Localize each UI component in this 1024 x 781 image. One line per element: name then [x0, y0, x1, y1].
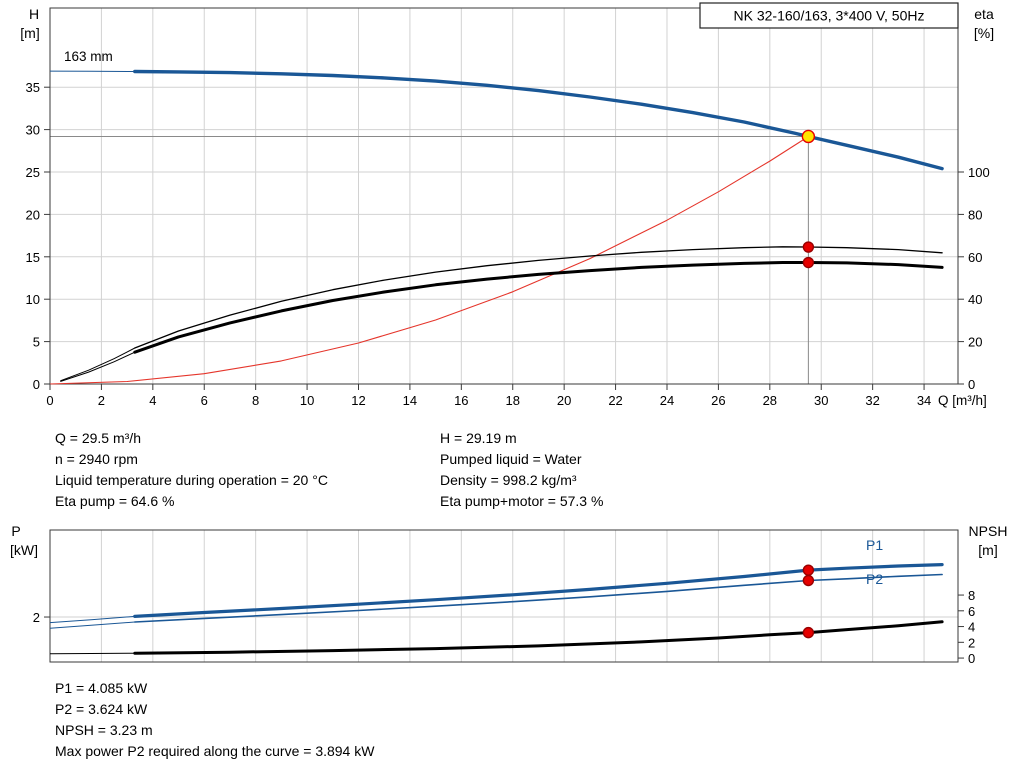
x-tick-label: 4 — [149, 393, 156, 408]
info-line-speed: n = 2940 rpm — [55, 451, 138, 467]
x-tick-label: 0 — [46, 393, 53, 408]
x-tick-label: 34 — [917, 393, 931, 408]
npsh-axis-label: NPSH — [969, 523, 1008, 539]
y-left-tick-label: 25 — [26, 165, 40, 180]
eta-axis-unit: [%] — [974, 25, 994, 41]
x-tick-label: 22 — [608, 393, 622, 408]
x-tick-label: 18 — [506, 393, 520, 408]
duty-point-npsh — [802, 626, 815, 639]
system-curve — [49, 135, 809, 385]
y-right-tick-label: 20 — [968, 335, 982, 350]
x-tick-label: 8 — [252, 393, 259, 408]
info-line-eta-pump-motor: Eta pump+motor = 57.3 % — [440, 493, 604, 509]
qh-efficiency-chart: 0 2 4 6 8 10 12 14 16 18 20 22 24 26 28 30 32 34051015202… — [20, 2, 994, 408]
eta-axis-label: eta — [974, 6, 994, 22]
y-left-tick-label: 35 — [26, 80, 40, 95]
y-right-tick-label: 6 — [968, 604, 975, 619]
npsh-curve-lead — [49, 652, 135, 655]
npsh-curve — [133, 620, 944, 655]
info-line-liquid-temperature: Liquid temperature during operation = 20… — [55, 472, 328, 488]
x-tick-label: 12 — [351, 393, 365, 408]
eta-pump-curve-lead — [60, 347, 136, 382]
x-tick-label: 26 — [711, 393, 725, 408]
info-line-head: H = 29.19 m — [440, 430, 517, 446]
x-tick-label: 30 — [814, 393, 828, 408]
y-left-tick-label: 15 — [26, 250, 40, 265]
info-line-pumped-liquid: Pumped liquid = Water — [440, 451, 582, 467]
pump-title-box — [699, 2, 959, 29]
pump-title: NK 32-160/163, 3*400 V, 50Hz — [734, 8, 925, 24]
x-tick-label: 24 — [660, 393, 674, 408]
x-tick-label: 32 — [865, 393, 879, 408]
q-axis-label: Q [m³/h] — [938, 393, 987, 408]
p-axis-label: P — [11, 523, 20, 539]
plot-border — [49, 7, 959, 385]
info-line-density: Density = 998.2 kg/m³ — [440, 472, 577, 488]
y-right-tick-label: 8 — [968, 588, 975, 603]
p1-curve-label: P1 — [866, 537, 883, 553]
info-line-eta-pump: Eta pump = 64.6 % — [55, 493, 175, 509]
x-tick-label: 2 — [98, 393, 105, 408]
x-tick-label: 14 — [403, 393, 417, 408]
info-line-flow: Q = 29.5 m³/h — [55, 430, 141, 446]
eta-pump-motor-curve — [133, 261, 944, 354]
y-right-tick-label: 80 — [968, 207, 982, 222]
y-left-tick-label: 20 — [26, 207, 40, 222]
y-right-tick-label: 40 — [968, 292, 982, 307]
h-axis-unit: [m] — [20, 25, 39, 41]
duty-point-p1 — [802, 564, 815, 576]
duty-point-p2 — [802, 574, 815, 587]
y-right-tick-label: 0 — [968, 377, 975, 392]
duty-point-eta-pump-motor — [802, 256, 815, 269]
h-axis-label: H — [29, 6, 39, 22]
p2-curve — [134, 573, 943, 623]
duty-point-qh — [801, 129, 816, 144]
info-line-max-power: Max power P2 required along the curve = … — [55, 743, 375, 759]
info-line-p1: P1 = 4.085 kW — [55, 680, 148, 696]
y-left-tick-label: 10 — [26, 292, 40, 307]
x-tick-label: 16 — [454, 393, 468, 408]
y-right-tick-label: 4 — [968, 620, 975, 635]
info-line-p2: P2 = 3.624 kW — [55, 701, 148, 717]
p2-curve-lead — [49, 621, 135, 629]
impeller-size-label: 163 mm — [64, 49, 113, 64]
y-left-tick-label: 30 — [26, 123, 40, 138]
npsh-axis-unit: [m] — [978, 542, 997, 558]
eta-pump-motor-curve-lead — [60, 351, 136, 382]
x-tick-label: 20 — [557, 393, 571, 408]
x-tick-label: 6 — [201, 393, 208, 408]
x-tick-label: 10 — [300, 393, 314, 408]
eta-pump-curve — [134, 246, 943, 349]
y-right-tick-label: 100 — [968, 165, 990, 180]
p1-curve — [133, 563, 944, 618]
y-left-tick-label: 0 — [33, 377, 40, 392]
p-axis-unit: [kW] — [10, 542, 38, 558]
power-data: P1 = 4.085 kW P2 = 3.624 kW NPSH = 3.23 … — [55, 678, 374, 762]
p2-curve-label: P2 — [866, 571, 883, 587]
p1-curve-lead — [49, 615, 135, 624]
plot-border — [49, 529, 959, 663]
operating-data-right: H = 29.19 m Pumped liquid = Water Densit… — [440, 428, 603, 512]
x-tick-label: 28 — [763, 393, 777, 408]
y-right-tick-label: 2 — [968, 635, 975, 650]
operating-data-left: Q = 29.5 m³/h n = 2940 rpm Liquid temper… — [55, 428, 328, 512]
duty-point-eta-pump — [802, 241, 815, 253]
y-right-tick-label: 0 — [968, 651, 975, 666]
info-line-npsh: NPSH = 3.23 m — [55, 722, 153, 738]
y-left-tick-label: 2 — [33, 610, 40, 625]
y-right-tick-label: 60 — [968, 250, 982, 265]
y-left-tick-label: 5 — [33, 335, 40, 350]
